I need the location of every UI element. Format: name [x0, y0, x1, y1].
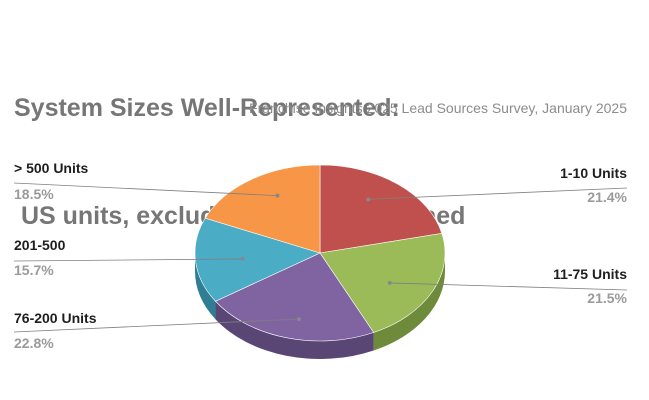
pie-slice-201-500 — [194, 217, 321, 302]
leader-dot-500-units — [275, 193, 280, 198]
pie-sides — [195, 253, 445, 359]
pie-side-11-75-units — [373, 253, 445, 351]
slice-label-201-500: 201-500 — [14, 237, 66, 253]
pie-slice-500-units — [204, 164, 321, 254]
slice-value-500-units: 18.5% — [14, 186, 54, 202]
leader-line-500-units — [13, 182, 278, 197]
leader-line-76-200-units — [13, 318, 300, 333]
data-labels: 1-10 Units 21.4% 11-75 Units 21.5% 76-200 Un… — [13, 160, 628, 351]
leader-dot-11-75-units — [387, 280, 392, 285]
slice-label-11-75-units: 11-75 Units — [553, 266, 627, 282]
leader-line-11-75-units — [389, 282, 628, 291]
leader-line-201-500 — [13, 258, 243, 262]
slice-value-11-75-units: 21.5% — [587, 290, 627, 306]
chart-subtitle: Franchise Insights 2025 Lead Sources Sur… — [249, 100, 627, 116]
slice-value-1-10-units: 21.4% — [587, 189, 627, 205]
pie-side-201-500 — [195, 253, 216, 320]
slice-label-1-10-units: 1-10 Units — [560, 165, 627, 181]
pie-side-76-200-units — [215, 301, 374, 359]
pie-slice-11-75-units — [319, 233, 446, 333]
leader-line-1-10-units — [368, 187, 628, 200]
leader-dot-76-200-units — [297, 317, 302, 322]
slice-label-76-200-units: 76-200 Units — [14, 310, 97, 326]
slice-value-76-200-units: 22.8% — [14, 335, 54, 351]
leader-dot-201-500 — [240, 256, 245, 261]
pie-slice-76-200-units — [214, 252, 375, 342]
chart-title-line1: System Sizes Well-Represented: — [14, 94, 400, 122]
slice-value-201-500: 15.7% — [14, 262, 54, 278]
leader-dot-1-10-units — [366, 197, 371, 202]
slice-label-500-units: > 500 Units — [14, 160, 89, 176]
pie-slice-1-10-units — [319, 164, 443, 254]
pie-slices — [194, 164, 446, 342]
